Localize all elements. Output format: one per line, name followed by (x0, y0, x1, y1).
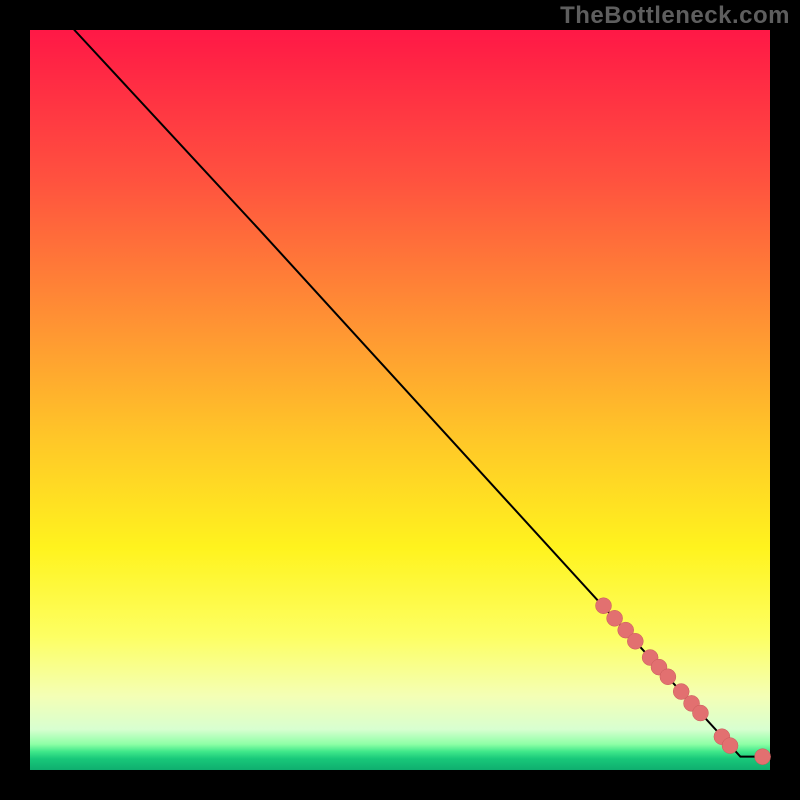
chart-stage: TheBottleneck.com (0, 0, 800, 800)
watermark-text: TheBottleneck.com (560, 2, 790, 30)
data-marker (755, 749, 771, 765)
bottleneck-chart (0, 0, 800, 800)
data-marker (627, 633, 643, 649)
data-marker (692, 705, 708, 721)
data-marker (660, 669, 676, 685)
data-marker (596, 598, 612, 614)
data-marker (722, 738, 738, 754)
data-marker (607, 610, 623, 626)
